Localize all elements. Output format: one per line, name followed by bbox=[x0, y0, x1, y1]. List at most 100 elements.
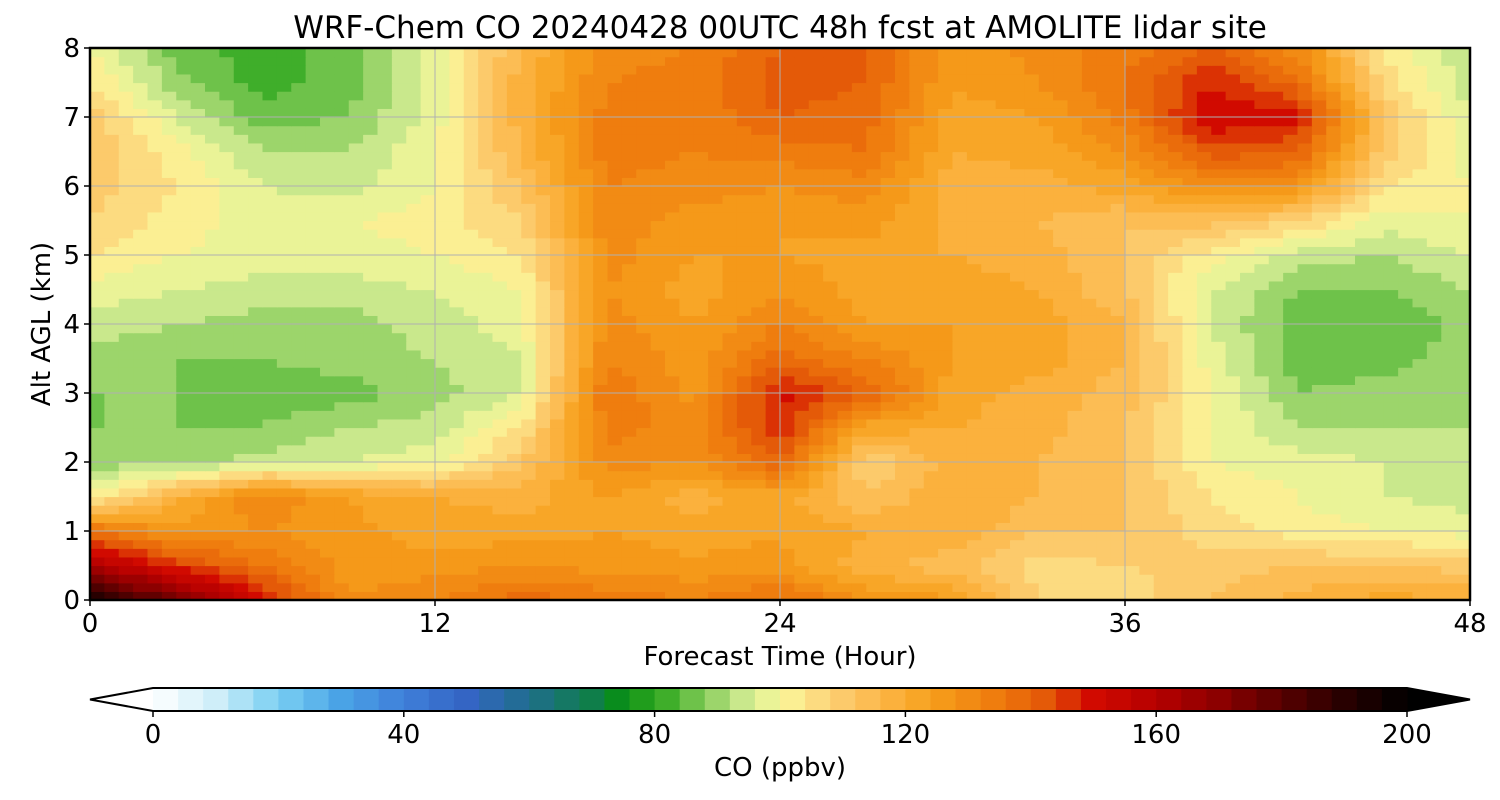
contour-cell bbox=[262, 349, 278, 360]
contour-cell bbox=[147, 255, 163, 265]
contour-cell bbox=[751, 505, 767, 515]
contour-cell bbox=[564, 324, 580, 334]
contour-cell bbox=[780, 444, 795, 454]
contour-cell bbox=[981, 367, 997, 377]
contour-cell bbox=[463, 539, 479, 549]
contour-cell bbox=[1398, 591, 1414, 601]
contour-cell bbox=[765, 410, 781, 420]
contour-cell bbox=[1081, 349, 1097, 360]
contour-cell bbox=[320, 324, 335, 334]
contour-cell bbox=[478, 522, 494, 532]
contour-cell bbox=[133, 401, 149, 411]
contour-cell bbox=[1139, 496, 1155, 506]
contour-cell bbox=[1455, 444, 1471, 454]
contour-cell bbox=[1355, 358, 1370, 368]
contour-cell bbox=[118, 272, 134, 282]
contour-cell bbox=[1038, 220, 1054, 230]
contour-cell bbox=[1067, 246, 1083, 256]
contour-cell bbox=[1038, 436, 1054, 446]
contour-cell bbox=[1254, 531, 1270, 541]
contour-cell bbox=[1081, 556, 1097, 567]
contour-cell bbox=[909, 220, 925, 230]
contour-cell bbox=[1211, 341, 1227, 351]
contour-cell bbox=[823, 324, 839, 334]
contour-cell bbox=[722, 324, 738, 334]
contour-cell bbox=[535, 263, 551, 273]
contour-cell bbox=[1038, 289, 1054, 299]
contour-cell bbox=[161, 582, 177, 592]
contour-cell bbox=[435, 358, 450, 368]
contour-cell bbox=[1096, 349, 1112, 360]
contour-cell bbox=[866, 505, 882, 515]
contour-cell bbox=[320, 505, 335, 515]
contour-cell bbox=[550, 341, 565, 351]
contour-cell bbox=[1311, 255, 1327, 265]
contour-cell bbox=[190, 479, 206, 489]
contour-cell bbox=[1326, 418, 1342, 429]
contour-cell bbox=[1326, 522, 1342, 532]
contour-cell bbox=[233, 220, 249, 230]
contour-cell bbox=[938, 401, 954, 411]
contour-cell bbox=[1441, 298, 1457, 308]
contour-cell bbox=[1225, 384, 1241, 394]
contour-cell bbox=[794, 565, 810, 575]
contour-cell bbox=[1268, 168, 1284, 178]
contour-cell bbox=[90, 522, 105, 532]
contour-cell bbox=[693, 496, 709, 506]
contour-cell bbox=[320, 358, 335, 368]
contour-cell bbox=[895, 410, 910, 420]
contour-cell bbox=[1441, 280, 1457, 291]
contour-cell bbox=[794, 462, 810, 472]
contour-cell bbox=[1455, 315, 1471, 325]
contour-cell bbox=[938, 522, 954, 532]
contour-cell bbox=[161, 367, 177, 377]
contour-cell bbox=[578, 211, 594, 222]
contour-cell bbox=[607, 349, 623, 360]
contour-cell bbox=[305, 168, 321, 178]
contour-cell bbox=[449, 255, 465, 265]
contour-cell bbox=[995, 531, 1011, 541]
contour-cell bbox=[291, 453, 307, 463]
contour-cell bbox=[736, 298, 752, 308]
contour-cell bbox=[1311, 229, 1327, 239]
contour-cell bbox=[1240, 444, 1255, 454]
contour-cell bbox=[1412, 315, 1428, 325]
contour-cell bbox=[1010, 548, 1025, 558]
contour-cell bbox=[650, 462, 666, 472]
contour-cell bbox=[607, 436, 623, 446]
contour-cell bbox=[880, 582, 896, 592]
contour-cell bbox=[938, 220, 954, 230]
contour-cell bbox=[981, 531, 997, 541]
contour-cell bbox=[1153, 272, 1169, 282]
contour-cell bbox=[923, 574, 939, 584]
contour-cell bbox=[722, 168, 738, 178]
contour-cell bbox=[1297, 384, 1313, 394]
contour-cell bbox=[90, 255, 105, 265]
contour-cell bbox=[823, 315, 839, 325]
contour-cell bbox=[722, 263, 738, 273]
contour-cell bbox=[1038, 272, 1054, 282]
contour-cell bbox=[1038, 548, 1054, 558]
contour-cell bbox=[636, 160, 652, 170]
contour-cell bbox=[708, 194, 724, 204]
contour-cell bbox=[320, 203, 335, 213]
contour-cell bbox=[190, 211, 206, 222]
contour-cell bbox=[708, 237, 724, 247]
contour-cell bbox=[1297, 582, 1313, 592]
contour-cell bbox=[909, 444, 925, 454]
contour-cell bbox=[966, 306, 982, 316]
contour-cell bbox=[1283, 410, 1299, 420]
contour-cell bbox=[147, 436, 163, 446]
contour-cell bbox=[981, 556, 997, 567]
contour-cell bbox=[1182, 211, 1198, 222]
contour-cell bbox=[1182, 531, 1198, 541]
contour-cell bbox=[492, 168, 508, 178]
contour-cell bbox=[1340, 211, 1356, 222]
contour-cell bbox=[90, 298, 105, 308]
contour-cell bbox=[1268, 160, 1284, 170]
contour-cell bbox=[923, 220, 939, 230]
contour-cell bbox=[693, 513, 709, 523]
contour-cell bbox=[1196, 246, 1212, 256]
contour-cell bbox=[205, 393, 220, 403]
contour-cell bbox=[1067, 401, 1083, 411]
